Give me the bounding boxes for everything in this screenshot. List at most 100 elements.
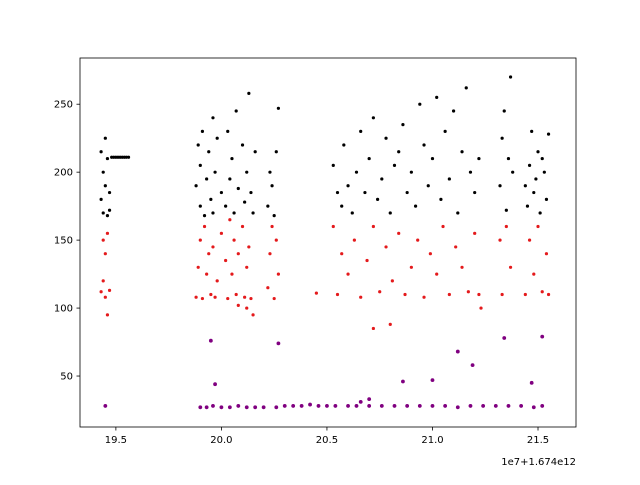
- data-point: [388, 211, 392, 215]
- data-point: [430, 404, 435, 408]
- data-point: [331, 163, 335, 167]
- x-offset-label: 1e7+1.674e12: [501, 457, 576, 468]
- data-point: [397, 231, 401, 235]
- data-point: [232, 238, 236, 242]
- x-tick-label: 19.5: [105, 435, 127, 446]
- data-point: [397, 150, 401, 154]
- data-point: [274, 150, 278, 154]
- data-point: [346, 404, 350, 408]
- data-point: [498, 184, 502, 188]
- data-point: [358, 399, 363, 404]
- data-point: [504, 224, 508, 229]
- data-point: [251, 313, 255, 317]
- data-point: [544, 197, 549, 201]
- data-point: [473, 231, 477, 235]
- data-point: [236, 186, 240, 191]
- data-point: [468, 404, 473, 408]
- data-point: [500, 292, 504, 297]
- data-point: [455, 349, 460, 354]
- x-tick-label: 20.0: [210, 435, 232, 446]
- data-point: [405, 404, 410, 408]
- data-point: [380, 177, 384, 181]
- data-point: [540, 290, 544, 294]
- data-point: [103, 136, 107, 140]
- data-point: [426, 184, 430, 188]
- data-point: [107, 208, 112, 212]
- data-point: [451, 109, 456, 113]
- plot-points: [99, 75, 551, 410]
- data-point: [532, 190, 536, 195]
- data-point: [464, 86, 468, 90]
- data-point: [249, 190, 253, 195]
- data-point: [247, 245, 251, 249]
- data-point: [531, 405, 536, 410]
- data-point: [540, 156, 544, 161]
- data-point: [477, 292, 481, 297]
- data-point: [103, 404, 108, 408]
- data-point: [493, 404, 498, 408]
- data-point: [194, 295, 198, 299]
- data-point: [359, 295, 363, 299]
- data-point: [333, 404, 338, 408]
- data-point: [418, 102, 422, 106]
- x-tick-label: 20.5: [316, 435, 338, 446]
- data-point: [422, 143, 426, 147]
- data-point: [291, 404, 296, 408]
- data-point: [529, 380, 534, 385]
- data-point: [428, 252, 432, 256]
- data-point: [365, 258, 369, 263]
- data-point: [435, 272, 439, 276]
- data-point: [240, 143, 245, 147]
- data-point: [534, 177, 538, 181]
- data-point: [443, 129, 447, 133]
- data-point: [251, 211, 255, 215]
- series-2: [103, 334, 545, 410]
- data-point: [219, 190, 224, 195]
- data-point: [544, 252, 549, 256]
- data-point: [422, 295, 426, 299]
- data-point: [276, 106, 280, 110]
- data-point: [376, 197, 380, 201]
- data-point: [103, 252, 107, 256]
- data-point: [207, 252, 211, 256]
- data-point: [205, 272, 209, 276]
- data-point: [103, 184, 107, 188]
- data-point: [466, 290, 470, 294]
- data-point: [211, 404, 215, 408]
- data-point: [401, 123, 405, 127]
- data-point: [527, 163, 532, 167]
- data-point: [340, 252, 344, 256]
- data-point: [230, 272, 234, 276]
- data-point: [523, 184, 527, 188]
- data-point: [367, 404, 372, 408]
- data-point: [228, 177, 232, 181]
- data-point: [207, 150, 211, 154]
- data-point: [346, 184, 350, 188]
- data-point: [502, 109, 506, 113]
- data-point: [519, 404, 524, 408]
- data-point: [546, 132, 551, 136]
- data-point: [447, 292, 451, 297]
- data-point: [454, 245, 458, 249]
- data-point: [105, 231, 110, 235]
- data-point: [536, 150, 540, 154]
- data-point: [504, 208, 508, 212]
- data-point: [232, 211, 236, 215]
- data-point: [103, 295, 107, 299]
- data-point: [403, 292, 407, 297]
- data-point: [266, 286, 270, 290]
- data-point: [247, 91, 251, 95]
- data-point: [213, 295, 217, 299]
- data-point: [101, 211, 105, 215]
- data-point: [506, 404, 511, 408]
- data-point: [346, 272, 350, 276]
- data-point: [198, 163, 202, 167]
- data-point: [236, 404, 241, 408]
- y-tick-label: 200: [54, 168, 73, 179]
- data-point: [413, 204, 418, 208]
- data-point: [99, 197, 103, 201]
- data-point: [390, 279, 394, 283]
- data-point: [479, 306, 483, 310]
- data-point: [270, 184, 274, 188]
